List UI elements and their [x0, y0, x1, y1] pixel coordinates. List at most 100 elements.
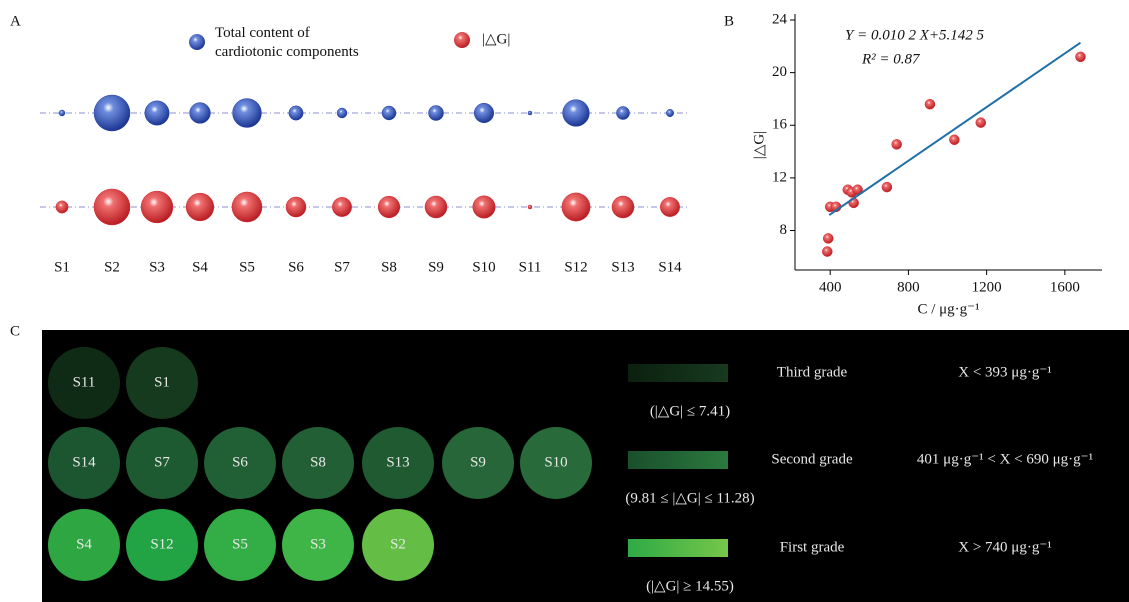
x-tick-label: S12 — [564, 259, 587, 275]
bubble — [562, 193, 590, 221]
bubble — [616, 106, 629, 119]
bubble — [528, 205, 532, 209]
bubble — [145, 101, 169, 125]
legend-label: |△G| — [482, 31, 510, 47]
grade-name: Third grade — [777, 364, 848, 380]
bubble — [382, 106, 396, 120]
x-tick-label: S7 — [334, 259, 350, 275]
x-tick-label: S14 — [658, 259, 682, 275]
x-tick-label: S9 — [428, 259, 444, 275]
point — [1075, 52, 1085, 62]
x-tick-label: 1600 — [1050, 279, 1080, 295]
grade-swatch — [628, 539, 728, 557]
x-tick-label: S3 — [149, 259, 165, 275]
point — [823, 233, 833, 243]
y-tick-label: 12 — [772, 169, 787, 185]
x-tick-label: S11 — [519, 259, 542, 275]
bubble — [612, 196, 634, 218]
sample-label: S2 — [390, 536, 406, 552]
grade-swatch — [628, 451, 728, 469]
x-tick-label: S8 — [381, 259, 397, 275]
fit-line — [829, 43, 1080, 215]
x-tick-label: S4 — [192, 259, 208, 275]
legend-label: Total content of cardiotonic components — [215, 25, 359, 60]
y-tick-label: 24 — [772, 11, 788, 27]
x-tick-label: 800 — [897, 279, 920, 295]
bubble — [474, 103, 494, 123]
y-tick-label: 8 — [780, 222, 788, 238]
bubble — [378, 196, 400, 218]
y-tick-label: 16 — [772, 117, 788, 133]
x-tick-label: S13 — [611, 259, 634, 275]
bubble — [94, 189, 130, 225]
x-tick-label: S2 — [104, 259, 120, 275]
bubble — [563, 100, 590, 127]
x-axis-label: C / μg·g⁻¹ — [917, 301, 979, 317]
grade-range: (9.81 ≤ |△G| ≤ 11.28) — [625, 490, 754, 506]
sample-label: S4 — [76, 536, 92, 552]
bubble — [56, 201, 68, 213]
sample-label: S7 — [154, 454, 170, 470]
annotation: R² = 0.87 — [861, 51, 921, 67]
sample-label: S11 — [73, 374, 96, 390]
x-tick-label: S1 — [54, 259, 70, 275]
bubble — [660, 197, 679, 216]
bubble — [233, 99, 262, 128]
sample-label: S3 — [310, 536, 326, 552]
x-tick-label: S10 — [472, 259, 495, 275]
bubble — [473, 196, 495, 218]
bubble — [289, 106, 303, 120]
x-tick-label: 1200 — [972, 279, 1002, 295]
sample-label: S14 — [72, 454, 96, 470]
panel-label: B — [724, 13, 734, 29]
grade-range: (|△G| ≥ 14.55) — [646, 578, 734, 594]
bubble — [428, 105, 443, 120]
grade-range: (|△G| ≤ 7.41) — [650, 403, 730, 419]
bubble — [528, 111, 532, 115]
sample-label: S12 — [150, 536, 173, 552]
panel-label: C — [10, 323, 20, 339]
sample-label: S13 — [386, 454, 409, 470]
bubble — [666, 109, 673, 116]
point — [882, 182, 892, 192]
sample-label: S9 — [470, 454, 486, 470]
bubble — [425, 196, 447, 218]
sample-label: S10 — [544, 454, 567, 470]
sample-label: S6 — [232, 454, 248, 470]
annotation: Y = 0.010 2 X+5.142 5 — [845, 27, 984, 43]
grade-criterion: X > 740 μg·g⁻¹ — [958, 539, 1052, 555]
y-axis-label: |△G| — [751, 131, 767, 159]
sample-label: S8 — [310, 454, 326, 470]
legend-label-line: Total content of — [215, 25, 310, 41]
bubble — [332, 197, 351, 216]
x-tick-label: 400 — [819, 279, 842, 295]
grade-name: Second grade — [771, 451, 853, 467]
y-tick-label: 20 — [772, 64, 787, 80]
bubble — [141, 191, 173, 223]
grade-name: First grade — [780, 539, 845, 555]
sample-label: S1 — [154, 374, 170, 390]
grade-criterion: 401 μg·g⁻¹ < X < 690 μg·g⁻¹ — [917, 451, 1093, 467]
bubble — [232, 192, 262, 222]
grade-swatch — [628, 364, 728, 382]
point — [949, 135, 959, 145]
bubble — [94, 95, 130, 131]
legend-swatch — [189, 34, 205, 50]
bubble — [337, 108, 347, 118]
bubble — [186, 193, 214, 221]
point — [976, 118, 986, 128]
x-tick-label: S5 — [239, 259, 255, 275]
point — [822, 247, 832, 257]
bubble — [59, 110, 65, 116]
grade-criterion: X < 393 μg·g⁻¹ — [958, 364, 1052, 380]
sample-label: S5 — [232, 536, 248, 552]
legend-swatch — [454, 32, 470, 48]
x-tick-label: S6 — [288, 259, 304, 275]
bubble — [286, 197, 306, 217]
point — [925, 99, 935, 109]
figure: A B C S1 S2 S3 S4 S5 S6 S7 S8 S9 S10 S11 S12 S13 S14 T… — [0, 0, 1129, 602]
legend-label-line: cardiotonic components — [215, 44, 359, 60]
point — [892, 139, 902, 149]
bubble — [190, 103, 211, 124]
panel-label: A — [10, 13, 21, 29]
